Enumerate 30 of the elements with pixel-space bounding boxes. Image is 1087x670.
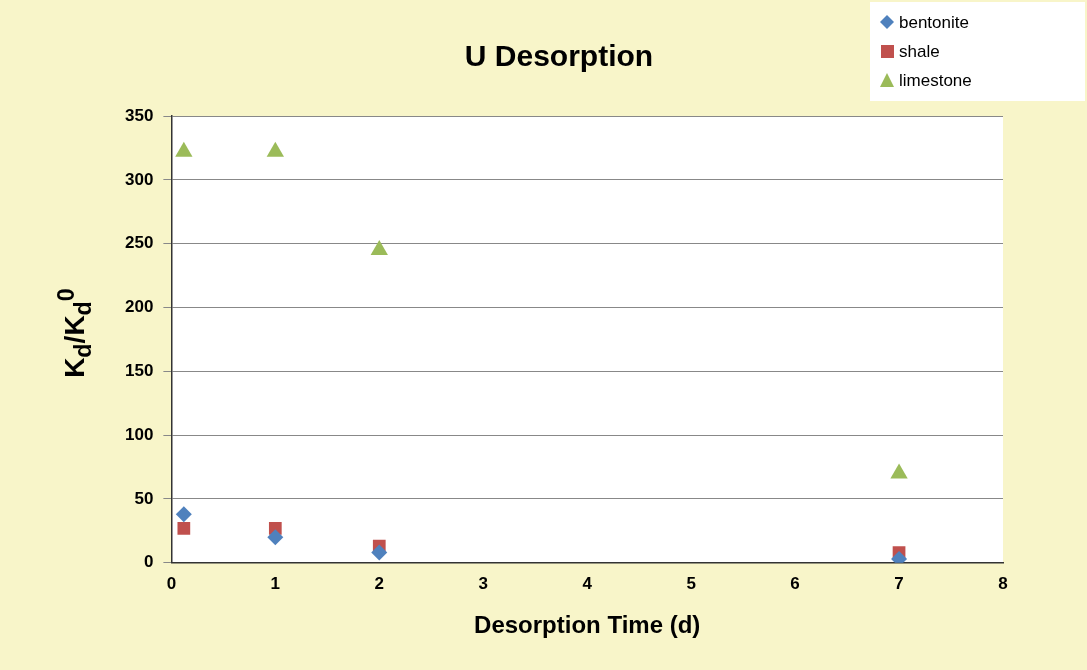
point xyxy=(370,240,388,256)
point xyxy=(266,141,284,157)
point xyxy=(267,529,284,546)
y-tick-label: 100 xyxy=(124,424,154,444)
point xyxy=(175,141,193,157)
x-tick-label: 8 xyxy=(998,573,1008,593)
y-tick-label: 0 xyxy=(143,552,154,572)
x-tick-label: 3 xyxy=(478,573,488,593)
point xyxy=(890,463,908,479)
legend-label: bentonite xyxy=(899,12,969,33)
point xyxy=(371,544,388,561)
y-tick-label: 350 xyxy=(124,105,154,125)
y-tick-label: 50 xyxy=(134,488,154,508)
point xyxy=(175,506,192,523)
legend-label: limestone xyxy=(899,70,972,91)
x-tick-label: 1 xyxy=(270,573,281,593)
x-tick-label: 6 xyxy=(790,573,800,593)
x-tick-label: 2 xyxy=(374,573,385,593)
y-tick-label: 300 xyxy=(124,169,154,189)
y-tick-label: 150 xyxy=(124,361,154,380)
y-tick-label: 200 xyxy=(124,297,154,317)
legend-label: shale xyxy=(899,41,940,62)
x-tick-label: 0 xyxy=(166,573,177,593)
x-tick-label: 4 xyxy=(582,573,593,593)
x-axis-title: Desorption Time (d) xyxy=(474,611,701,639)
chart-title: U Desorption xyxy=(464,39,654,73)
y-tick-label: 250 xyxy=(124,233,154,253)
x-tick-label: 5 xyxy=(686,573,696,593)
point xyxy=(177,521,191,535)
x-tick-label: 7 xyxy=(894,573,904,593)
